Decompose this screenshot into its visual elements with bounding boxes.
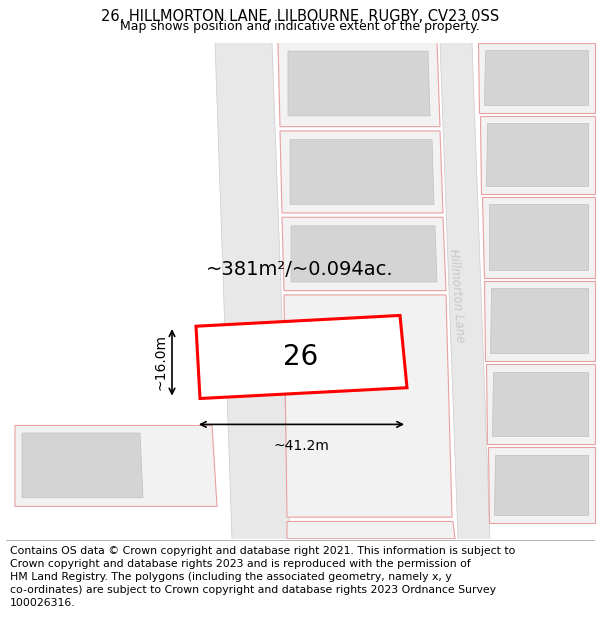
Polygon shape bbox=[290, 139, 434, 204]
Polygon shape bbox=[484, 281, 595, 361]
Polygon shape bbox=[291, 226, 437, 282]
Polygon shape bbox=[480, 116, 595, 194]
Polygon shape bbox=[284, 295, 452, 517]
Polygon shape bbox=[490, 289, 588, 353]
Polygon shape bbox=[15, 426, 217, 506]
Polygon shape bbox=[282, 217, 446, 291]
Polygon shape bbox=[488, 447, 595, 522]
Polygon shape bbox=[486, 364, 595, 444]
Text: Contains OS data © Crown copyright and database right 2021. This information is : Contains OS data © Crown copyright and d… bbox=[10, 546, 515, 609]
Text: 26: 26 bbox=[283, 343, 319, 371]
Text: ~381m²/~0.094ac.: ~381m²/~0.094ac. bbox=[206, 259, 394, 279]
Polygon shape bbox=[440, 42, 490, 539]
Polygon shape bbox=[487, 123, 588, 186]
Text: ~16.0m: ~16.0m bbox=[154, 334, 168, 391]
Polygon shape bbox=[478, 42, 595, 112]
Text: 26, HILLMORTON LANE, LILBOURNE, RUGBY, CV23 0SS: 26, HILLMORTON LANE, LILBOURNE, RUGBY, C… bbox=[101, 9, 499, 24]
Polygon shape bbox=[278, 42, 440, 127]
Polygon shape bbox=[215, 42, 290, 539]
Polygon shape bbox=[484, 50, 588, 105]
Text: Map shows position and indicative extent of the property.: Map shows position and indicative extent… bbox=[120, 20, 480, 33]
Text: ~41.2m: ~41.2m bbox=[274, 439, 329, 454]
Polygon shape bbox=[22, 433, 143, 498]
Polygon shape bbox=[196, 316, 407, 399]
Polygon shape bbox=[493, 371, 588, 436]
Polygon shape bbox=[488, 204, 588, 270]
Polygon shape bbox=[280, 131, 443, 213]
Polygon shape bbox=[288, 51, 430, 116]
Text: Hillmorton Lane: Hillmorton Lane bbox=[447, 249, 467, 343]
Polygon shape bbox=[482, 197, 595, 278]
Polygon shape bbox=[494, 454, 588, 515]
Polygon shape bbox=[287, 521, 455, 539]
